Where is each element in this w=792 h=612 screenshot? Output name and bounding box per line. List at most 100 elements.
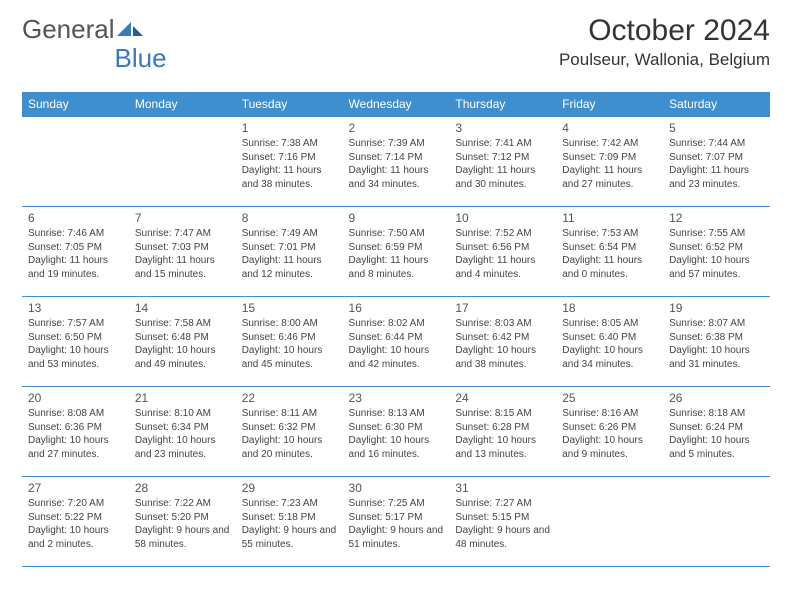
sunrise-line: Sunrise: 7:22 AM bbox=[135, 497, 230, 511]
daylight-line: Daylight: 11 hours and 15 minutes. bbox=[135, 254, 230, 281]
daylight-line: Daylight: 10 hours and 2 minutes. bbox=[28, 524, 123, 551]
daylight-line: Daylight: 10 hours and 5 minutes. bbox=[669, 434, 764, 461]
sunrise-line: Sunrise: 7:27 AM bbox=[455, 497, 550, 511]
calendar-week: 20Sunrise: 8:08 AMSunset: 6:36 PMDayligh… bbox=[22, 387, 770, 477]
calendar-cell: 31Sunrise: 7:27 AMSunset: 5:15 PMDayligh… bbox=[449, 477, 556, 567]
day-number: 30 bbox=[349, 480, 444, 496]
logo-text-blue: Blue bbox=[115, 43, 167, 74]
logo-blue-part: Blue bbox=[115, 14, 167, 74]
day-number: 5 bbox=[669, 120, 764, 136]
calendar-cell: 6Sunrise: 7:46 AMSunset: 7:05 PMDaylight… bbox=[22, 207, 129, 297]
logo: General Blue bbox=[22, 14, 167, 74]
calendar-cell: 8Sunrise: 7:49 AMSunset: 7:01 PMDaylight… bbox=[236, 207, 343, 297]
calendar-cell: 27Sunrise: 7:20 AMSunset: 5:22 PMDayligh… bbox=[22, 477, 129, 567]
sunset-line: Sunset: 6:44 PM bbox=[349, 331, 444, 345]
calendar-cell: 14Sunrise: 7:58 AMSunset: 6:48 PMDayligh… bbox=[129, 297, 236, 387]
calendar-cell bbox=[556, 477, 663, 567]
sunrise-line: Sunrise: 7:55 AM bbox=[669, 227, 764, 241]
title-block: October 2024 Poulseur, Wallonia, Belgium bbox=[559, 14, 770, 70]
daylight-line: Daylight: 11 hours and 4 minutes. bbox=[455, 254, 550, 281]
sunrise-line: Sunrise: 7:42 AM bbox=[562, 137, 657, 151]
day-number: 21 bbox=[135, 390, 230, 406]
sunrise-line: Sunrise: 7:39 AM bbox=[349, 137, 444, 151]
sunrise-line: Sunrise: 8:03 AM bbox=[455, 317, 550, 331]
sunset-line: Sunset: 6:26 PM bbox=[562, 421, 657, 435]
day-number: 9 bbox=[349, 210, 444, 226]
sunset-line: Sunset: 6:48 PM bbox=[135, 331, 230, 345]
daylight-line: Daylight: 10 hours and 13 minutes. bbox=[455, 434, 550, 461]
sunset-line: Sunset: 6:52 PM bbox=[669, 241, 764, 255]
day-number: 6 bbox=[28, 210, 123, 226]
sunset-line: Sunset: 6:42 PM bbox=[455, 331, 550, 345]
calendar-cell: 30Sunrise: 7:25 AMSunset: 5:17 PMDayligh… bbox=[343, 477, 450, 567]
day-number: 11 bbox=[562, 210, 657, 226]
calendar-cell: 11Sunrise: 7:53 AMSunset: 6:54 PMDayligh… bbox=[556, 207, 663, 297]
calendar-week: 13Sunrise: 7:57 AMSunset: 6:50 PMDayligh… bbox=[22, 297, 770, 387]
calendar-cell: 4Sunrise: 7:42 AMSunset: 7:09 PMDaylight… bbox=[556, 117, 663, 207]
daylight-line: Daylight: 11 hours and 34 minutes. bbox=[349, 164, 444, 191]
calendar-week: 6Sunrise: 7:46 AMSunset: 7:05 PMDaylight… bbox=[22, 207, 770, 297]
sunrise-line: Sunrise: 7:50 AM bbox=[349, 227, 444, 241]
day-number: 7 bbox=[135, 210, 230, 226]
daylight-line: Daylight: 11 hours and 23 minutes. bbox=[669, 164, 764, 191]
logo-text-general: General bbox=[22, 14, 115, 45]
calendar-cell: 15Sunrise: 8:00 AMSunset: 6:46 PMDayligh… bbox=[236, 297, 343, 387]
sunrise-line: Sunrise: 7:46 AM bbox=[28, 227, 123, 241]
sunset-line: Sunset: 6:50 PM bbox=[28, 331, 123, 345]
calendar-cell: 13Sunrise: 7:57 AMSunset: 6:50 PMDayligh… bbox=[22, 297, 129, 387]
calendar-body: 1Sunrise: 7:38 AMSunset: 7:16 PMDaylight… bbox=[22, 117, 770, 567]
sunrise-line: Sunrise: 8:11 AM bbox=[242, 407, 337, 421]
sunrise-line: Sunrise: 7:58 AM bbox=[135, 317, 230, 331]
daylight-line: Daylight: 11 hours and 8 minutes. bbox=[349, 254, 444, 281]
month-title: October 2024 bbox=[559, 14, 770, 48]
calendar-cell: 7Sunrise: 7:47 AMSunset: 7:03 PMDaylight… bbox=[129, 207, 236, 297]
daylight-line: Daylight: 11 hours and 30 minutes. bbox=[455, 164, 550, 191]
sunset-line: Sunset: 7:14 PM bbox=[349, 151, 444, 165]
sunset-line: Sunset: 5:22 PM bbox=[28, 511, 123, 525]
day-header: Thursday bbox=[449, 92, 556, 117]
day-number: 19 bbox=[669, 300, 764, 316]
calendar-cell: 23Sunrise: 8:13 AMSunset: 6:30 PMDayligh… bbox=[343, 387, 450, 477]
sunrise-line: Sunrise: 7:23 AM bbox=[242, 497, 337, 511]
sunrise-line: Sunrise: 7:52 AM bbox=[455, 227, 550, 241]
calendar-cell: 29Sunrise: 7:23 AMSunset: 5:18 PMDayligh… bbox=[236, 477, 343, 567]
sunrise-line: Sunrise: 7:38 AM bbox=[242, 137, 337, 151]
calendar-cell: 25Sunrise: 8:16 AMSunset: 6:26 PMDayligh… bbox=[556, 387, 663, 477]
day-number: 20 bbox=[28, 390, 123, 406]
header: General Blue October 2024 Poulseur, Wall… bbox=[22, 14, 770, 74]
calendar-cell: 19Sunrise: 8:07 AMSunset: 6:38 PMDayligh… bbox=[663, 297, 770, 387]
sunrise-line: Sunrise: 8:00 AM bbox=[242, 317, 337, 331]
day-number: 17 bbox=[455, 300, 550, 316]
calendar-cell: 24Sunrise: 8:15 AMSunset: 6:28 PMDayligh… bbox=[449, 387, 556, 477]
daylight-line: Daylight: 10 hours and 38 minutes. bbox=[455, 344, 550, 371]
daylight-line: Daylight: 9 hours and 55 minutes. bbox=[242, 524, 337, 551]
daylight-line: Daylight: 10 hours and 16 minutes. bbox=[349, 434, 444, 461]
daylight-line: Daylight: 9 hours and 48 minutes. bbox=[455, 524, 550, 551]
sunrise-line: Sunrise: 7:49 AM bbox=[242, 227, 337, 241]
sunset-line: Sunset: 6:40 PM bbox=[562, 331, 657, 345]
day-number: 4 bbox=[562, 120, 657, 136]
calendar-cell: 5Sunrise: 7:44 AMSunset: 7:07 PMDaylight… bbox=[663, 117, 770, 207]
sunset-line: Sunset: 6:38 PM bbox=[669, 331, 764, 345]
sunset-line: Sunset: 6:24 PM bbox=[669, 421, 764, 435]
sunset-line: Sunset: 5:17 PM bbox=[349, 511, 444, 525]
day-header: Wednesday bbox=[343, 92, 450, 117]
sunset-line: Sunset: 6:46 PM bbox=[242, 331, 337, 345]
day-number: 1 bbox=[242, 120, 337, 136]
sunrise-line: Sunrise: 7:53 AM bbox=[562, 227, 657, 241]
daylight-line: Daylight: 11 hours and 12 minutes. bbox=[242, 254, 337, 281]
calendar-cell: 10Sunrise: 7:52 AMSunset: 6:56 PMDayligh… bbox=[449, 207, 556, 297]
sunset-line: Sunset: 7:07 PM bbox=[669, 151, 764, 165]
daylight-line: Daylight: 10 hours and 57 minutes. bbox=[669, 254, 764, 281]
day-number: 27 bbox=[28, 480, 123, 496]
calendar-cell: 20Sunrise: 8:08 AMSunset: 6:36 PMDayligh… bbox=[22, 387, 129, 477]
sunrise-line: Sunrise: 8:07 AM bbox=[669, 317, 764, 331]
day-number: 8 bbox=[242, 210, 337, 226]
day-header: Saturday bbox=[663, 92, 770, 117]
calendar-cell: 3Sunrise: 7:41 AMSunset: 7:12 PMDaylight… bbox=[449, 117, 556, 207]
daylight-line: Daylight: 10 hours and 53 minutes. bbox=[28, 344, 123, 371]
sunrise-line: Sunrise: 8:10 AM bbox=[135, 407, 230, 421]
calendar-cell: 21Sunrise: 8:10 AMSunset: 6:34 PMDayligh… bbox=[129, 387, 236, 477]
day-number: 10 bbox=[455, 210, 550, 226]
logo-sail-icon bbox=[117, 14, 167, 45]
